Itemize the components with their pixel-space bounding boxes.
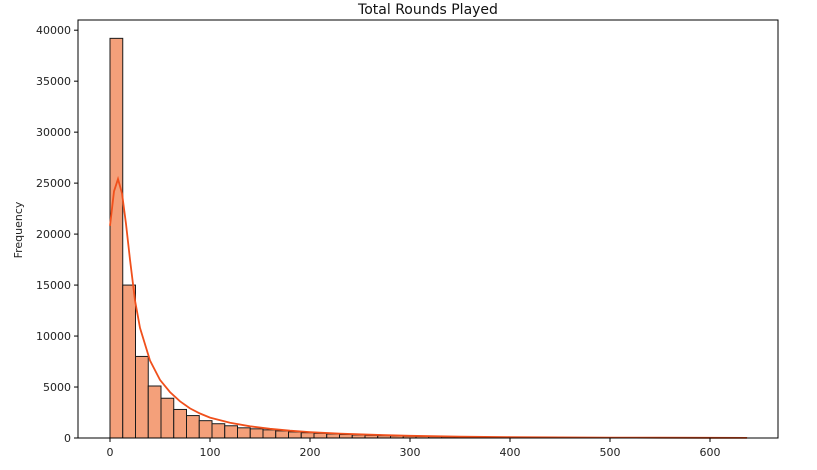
y-tick-label: 30000 [36, 126, 71, 139]
histogram-bar [211, 423, 226, 439]
y-tick-label: 20000 [36, 228, 71, 241]
x-tick-label: 400 [500, 446, 521, 459]
y-tick-label: 15000 [36, 279, 71, 292]
histogram-bar [186, 415, 200, 439]
histogram-bar [135, 355, 149, 439]
x-axis: 0 100 200 300 400 500 600 [107, 438, 721, 459]
histogram-bar [275, 430, 289, 439]
x-tick-label: 100 [200, 446, 221, 459]
x-tick-label: 600 [700, 446, 721, 459]
y-tick-label: 5000 [43, 381, 71, 394]
plot-frame [77, 19, 779, 439]
x-tick-label: 200 [300, 446, 321, 459]
y-axis-label: Frequency [12, 201, 25, 258]
histogram-bar [249, 428, 264, 439]
y-tick-label: 10000 [36, 330, 71, 343]
chart-title: Total Rounds Played [357, 2, 498, 18]
histogram-bar [237, 427, 251, 439]
histogram-bar [147, 385, 162, 439]
histogram-bar [160, 397, 175, 439]
y-tick-label: 25000 [36, 177, 71, 190]
histogram-bar [339, 434, 353, 439]
y-tick-label: 40000 [36, 24, 71, 37]
histogram-bar [198, 420, 213, 439]
histogram-bar [224, 425, 238, 439]
bars-group [109, 37, 748, 439]
y-axis: 0 5000 10000 15000 20000 25000 30000 35000 40000 [36, 24, 78, 445]
y-tick-label: 35000 [36, 75, 71, 88]
histogram-bar [122, 284, 136, 439]
y-tick-label: 0 [64, 432, 71, 445]
histogram-bar [313, 432, 328, 439]
histogram-bar [109, 37, 124, 439]
x-tick-label: 0 [107, 446, 114, 459]
histogram-bar [300, 432, 315, 439]
histogram-bar [326, 433, 340, 439]
x-tick-label: 500 [600, 446, 621, 459]
x-tick-label: 300 [400, 446, 421, 459]
histogram-bar [173, 408, 187, 439]
histogram-bar [288, 431, 302, 439]
kde-line [109, 175, 748, 439]
histogram-bar [262, 429, 277, 439]
